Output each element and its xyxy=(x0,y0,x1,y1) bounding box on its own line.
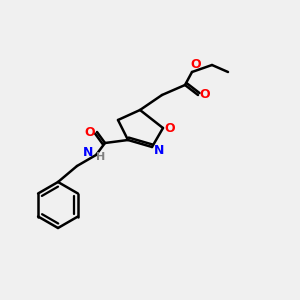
Text: O: O xyxy=(191,58,201,71)
Text: O: O xyxy=(165,122,175,134)
Text: N: N xyxy=(83,146,93,158)
Text: N: N xyxy=(154,143,164,157)
Text: O: O xyxy=(85,125,95,139)
Text: H: H xyxy=(96,152,106,162)
Text: O: O xyxy=(200,88,210,101)
